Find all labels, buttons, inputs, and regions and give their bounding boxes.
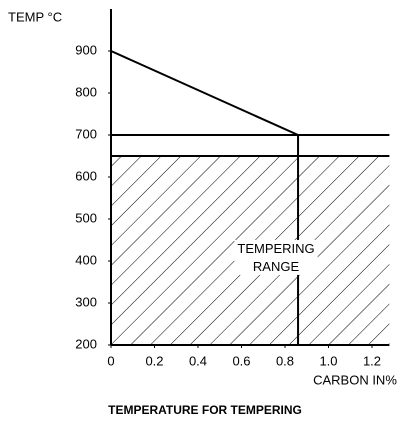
y-axis-label: TEMP °C (8, 9, 62, 24)
x-tick-label: 0 (107, 353, 114, 368)
y-tick-label: 700 (75, 126, 97, 141)
range-label: TEMPERING (237, 241, 314, 256)
range-label: RANGE (253, 259, 300, 274)
y-tick-label: 300 (75, 294, 97, 309)
chart-title: TEMPERATURE FOR TEMPERING (108, 403, 302, 417)
x-axis-label: CARBON IN% (313, 372, 397, 387)
y-tick-label: 900 (75, 42, 97, 57)
range-label-background (234, 239, 318, 275)
curve (110, 50, 299, 136)
x-tick-label: 1.2 (363, 353, 381, 368)
y-tick-label: 600 (75, 168, 97, 183)
y-tick-label: 400 (75, 252, 97, 267)
x-tick-label: 0.4 (189, 353, 207, 368)
y-tick-label: 500 (75, 210, 97, 225)
y-tick-label: 200 (75, 336, 97, 351)
y-tick-label: 800 (75, 84, 97, 99)
x-tick-label: 0.6 (232, 353, 250, 368)
x-tick-label: 0.2 (145, 353, 163, 368)
x-tick-label: 1.0 (319, 353, 337, 368)
x-tick-label: 0.8 (276, 353, 294, 368)
